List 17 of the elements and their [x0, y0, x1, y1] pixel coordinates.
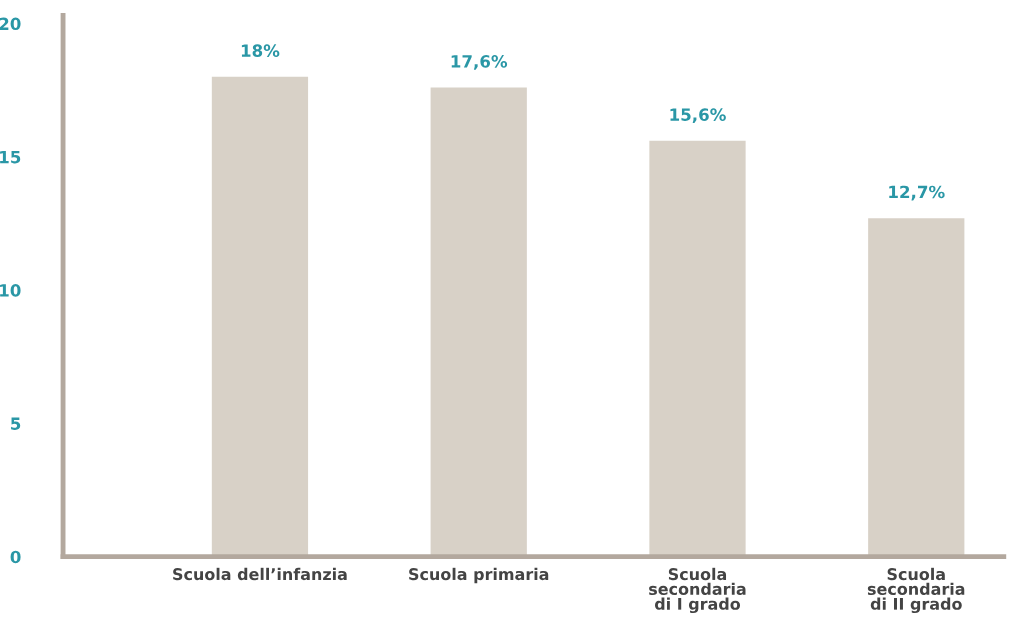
y-tick-label: 20	[0, 17, 21, 31]
data-label: 12,7%	[889, 185, 945, 201]
x-tick-label: Scuola dell’infanzia	[173, 567, 347, 581]
data-label: 15,6%	[670, 108, 726, 124]
bar	[430, 87, 527, 557]
y-tick-label: 15	[0, 151, 21, 164]
x-tick-label: Scuola primaria	[409, 567, 549, 584]
bar	[211, 76, 309, 557]
data-label: 18%	[241, 44, 280, 57]
bar	[868, 218, 965, 557]
y-tick-label: 10	[0, 284, 21, 297]
x-tick-label: Scuola secondaria di I grado	[649, 567, 746, 614]
y-tick-label: 0	[10, 550, 21, 564]
y-tick-label: 5	[11, 417, 21, 430]
x-tick-label: Scuola secondaria di II grado	[867, 567, 965, 614]
bar	[649, 140, 746, 557]
data-label: 17,6%	[451, 55, 508, 70]
